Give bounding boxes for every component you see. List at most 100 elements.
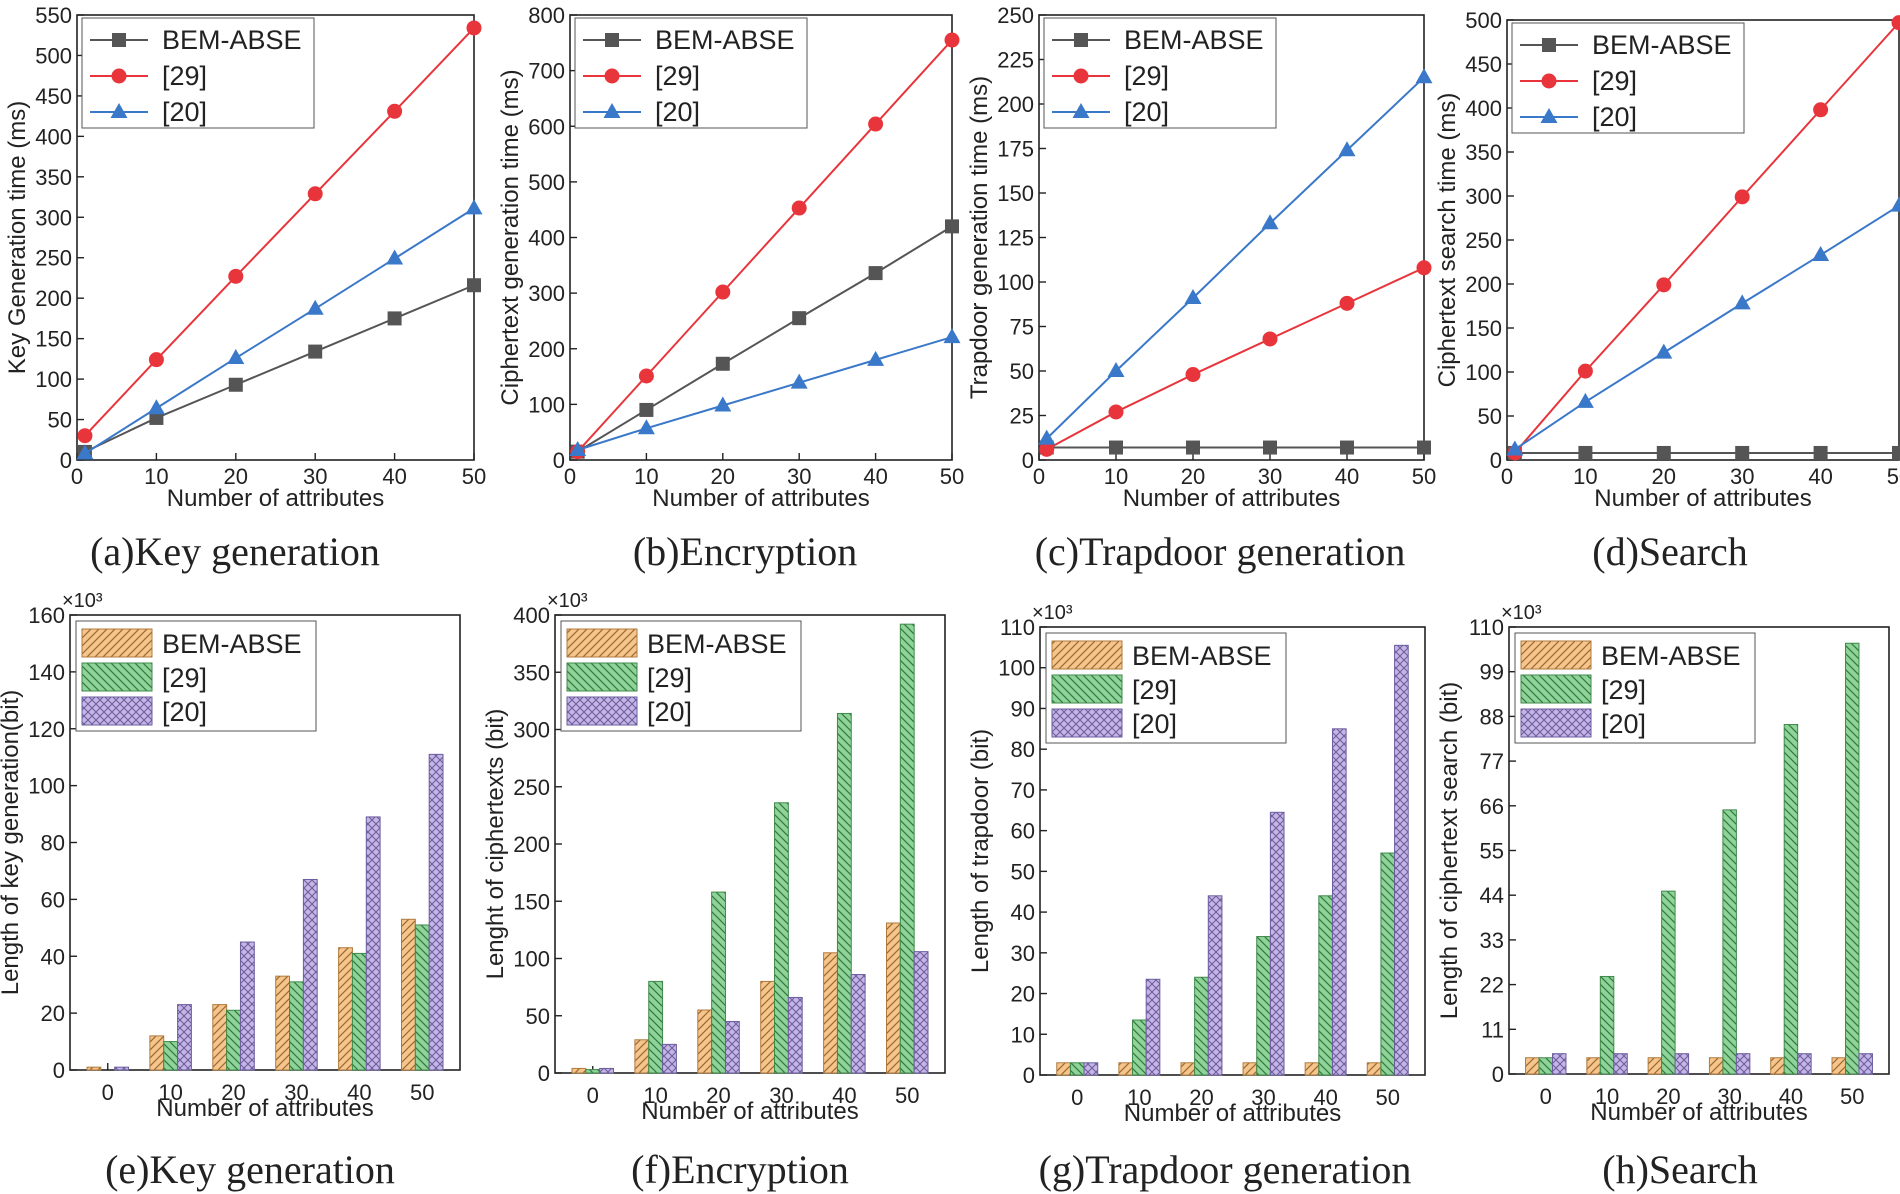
y-tick-label: 200 [35,286,72,311]
y-tick-label: 0 [53,1058,65,1083]
y-tick-label: 300 [528,281,565,306]
y-tick-label: 11 [1481,1017,1504,1042]
plot-frame-g [1039,626,1426,1076]
data-point [1109,440,1123,455]
bar [212,1004,228,1071]
legend-marker [110,103,128,118]
series-line-2 [1514,204,1900,451]
legend-label: [29] [1592,66,1637,96]
bar [289,981,304,1071]
data-point [1892,445,1900,460]
y-tick-label: 100 [528,392,565,417]
legend-label: [20] [647,697,692,727]
y-tick-label: 400 [35,124,72,149]
bar [177,1004,192,1071]
x-tick-label: 40 [382,464,406,489]
data-point [1813,102,1829,118]
y-axis-label: Length of ciphertext search (bit) [1436,682,1463,1020]
bar [571,1067,587,1074]
x-tick-label: 10 [643,1083,667,1108]
x-tick-label: 30 [1717,1084,1741,1109]
legend-marker [604,68,620,84]
y-tick-label: 30 [1011,941,1035,966]
legend-marker [1541,73,1557,89]
y-tick-label: 66 [1480,794,1504,819]
data-point [1261,214,1279,230]
legend-label: BEM-ABSE [162,629,302,659]
bar [585,1069,601,1074]
data-point [714,396,732,412]
y-tick-label: 400 [528,226,565,251]
data-point [1656,445,1671,460]
bar [1831,1057,1846,1075]
bar [1647,1057,1663,1075]
legend-marker [603,103,621,118]
axis-multiplier: ×10³ [62,590,103,612]
legend-label: [20] [1124,97,1169,127]
x-tick-label: 10 [1104,464,1128,489]
x-tick-label: 0 [587,1083,599,1108]
legend-swatch [1520,708,1592,738]
x-tick-label: 40 [1335,464,1359,489]
legend-marker [1073,68,1089,84]
series-line-1 [1514,21,1900,454]
x-tick-label: 50 [410,1080,434,1105]
data-point [1735,445,1750,460]
y-tick-label: 200 [997,92,1034,117]
data-point [228,268,244,284]
x-tick-label: 30 [284,1080,308,1105]
y-tick-label: 250 [997,3,1034,28]
y-tick-label: 800 [528,3,565,28]
caption-h: (h)Search [1602,1147,1758,1192]
series-line-0 [577,225,953,453]
data-point [868,266,883,281]
x-axis-label: Number of attributes [1594,485,1811,512]
legend-swatch [81,662,153,692]
y-tick-label: 50 [1010,359,1034,384]
data-point [791,200,807,216]
x-tick-label: 10 [158,1080,182,1105]
x-tick-label: 20 [224,464,248,489]
bar [1708,1057,1724,1075]
y-tick-label: 0 [1023,1063,1035,1088]
y-tick-label: 80 [1011,737,1035,762]
x-tick-label: 0 [564,464,576,489]
bar [1366,1062,1382,1076]
x-tick-label: 30 [1251,1085,1275,1110]
x-tick-label: 40 [347,1080,371,1105]
data-point [147,399,165,415]
x-tick-label: 0 [71,464,83,489]
data-point [148,352,164,368]
data-point [1263,440,1277,455]
y-tick-label: 350 [513,660,550,685]
y-tick-label: 60 [1011,819,1035,844]
y-tick-label: 100 [997,270,1034,295]
bar [428,753,444,1071]
y-tick-label: 350 [1465,140,1502,165]
y-tick-label: 200 [528,337,565,362]
axis-multiplier: ×10³ [547,590,588,612]
y-tick-label: 0 [538,1061,550,1086]
y-tick-label: 100 [28,774,65,799]
y-tick-label: 55 [1480,839,1504,864]
legend-label: [29] [162,663,207,693]
y-tick-label: 60 [41,887,65,912]
legend-label: BEM-ABSE [1132,641,1272,671]
data-point [77,428,93,444]
series-line-0 [84,284,475,453]
y-tick-label: 44 [1480,883,1504,908]
bar [1674,1053,1690,1075]
data-point [465,199,483,215]
legend-swatch [1520,674,1592,704]
data-point [1262,331,1278,347]
y-tick-label: 0 [60,448,72,473]
data-point [637,419,655,435]
y-tick-label: 50 [1011,859,1035,884]
legend-label: BEM-ABSE [655,25,795,55]
y-axis-label: Key Generation time (ms) [4,101,31,374]
x-tick-label: 10 [1595,1084,1619,1109]
legend-label: BEM-ABSE [1124,25,1264,55]
data-point [387,311,402,326]
y-tick-label: 40 [1011,900,1035,925]
legend-swatch [1520,640,1592,670]
